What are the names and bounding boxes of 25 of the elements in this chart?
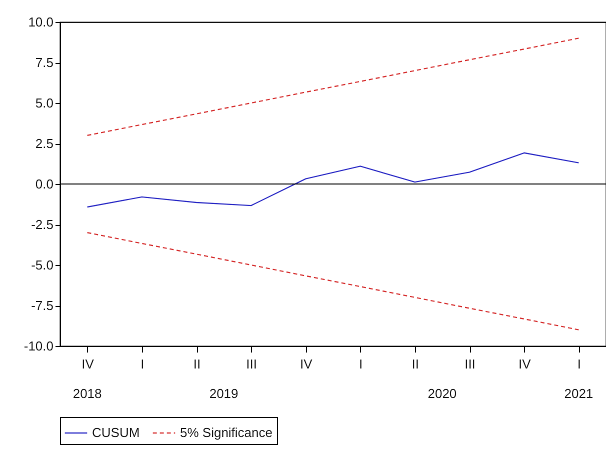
text: 2021 bbox=[564, 386, 594, 401]
x-tick-label: III bbox=[464, 356, 476, 372]
x-tick-label: IV bbox=[518, 356, 532, 372]
text: 2018 bbox=[72, 386, 102, 401]
x-tick-label: II bbox=[412, 356, 420, 372]
x-tick-label: II bbox=[193, 356, 201, 372]
legend-label: CUSUM bbox=[92, 425, 140, 440]
y-tick-label: 5.0 bbox=[35, 96, 54, 110]
y-tick-label: 0.0 bbox=[35, 176, 54, 192]
x-tick-label: III bbox=[246, 356, 258, 372]
text: 2019 bbox=[209, 386, 238, 401]
y-tick-label: 10.0 bbox=[28, 14, 54, 30]
y-tick-label: -7.5 bbox=[31, 298, 54, 313]
x-tick-label: I bbox=[577, 356, 582, 372]
y-tick-label: -5.0 bbox=[31, 258, 54, 272]
y-tick-label: 7.5 bbox=[35, 55, 54, 70]
text: 2020 bbox=[428, 386, 457, 401]
y-tick-label: 2.5 bbox=[35, 136, 54, 151]
y-tick-label: -10.0 bbox=[24, 338, 54, 354]
legend-label: 5% Significance bbox=[180, 425, 272, 440]
y-tick-label: -2.5 bbox=[31, 217, 54, 232]
x-tick-label: IV bbox=[82, 356, 94, 372]
x-tick-label: I bbox=[140, 356, 144, 372]
x-tick-label: IV bbox=[300, 356, 313, 372]
x-tick-label: I bbox=[358, 356, 363, 372]
